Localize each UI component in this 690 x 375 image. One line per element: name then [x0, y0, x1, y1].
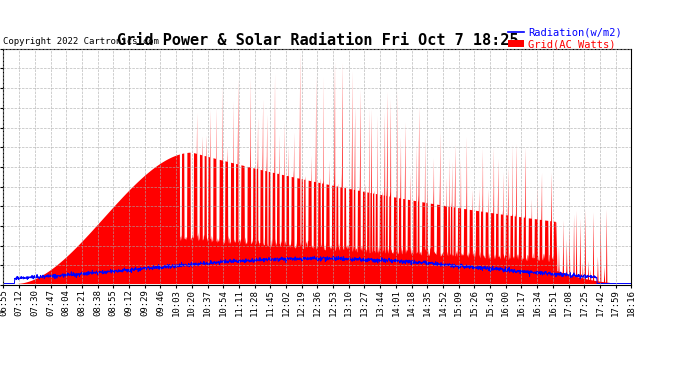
Text: Copyright 2022 Cartronics.com: Copyright 2022 Cartronics.com — [3, 38, 159, 46]
Legend: Radiation(w/m2), Grid(AC Watts): Radiation(w/m2), Grid(AC Watts) — [504, 23, 626, 54]
Title: Grid Power & Solar Radiation Fri Oct 7 18:25: Grid Power & Solar Radiation Fri Oct 7 1… — [117, 33, 518, 48]
